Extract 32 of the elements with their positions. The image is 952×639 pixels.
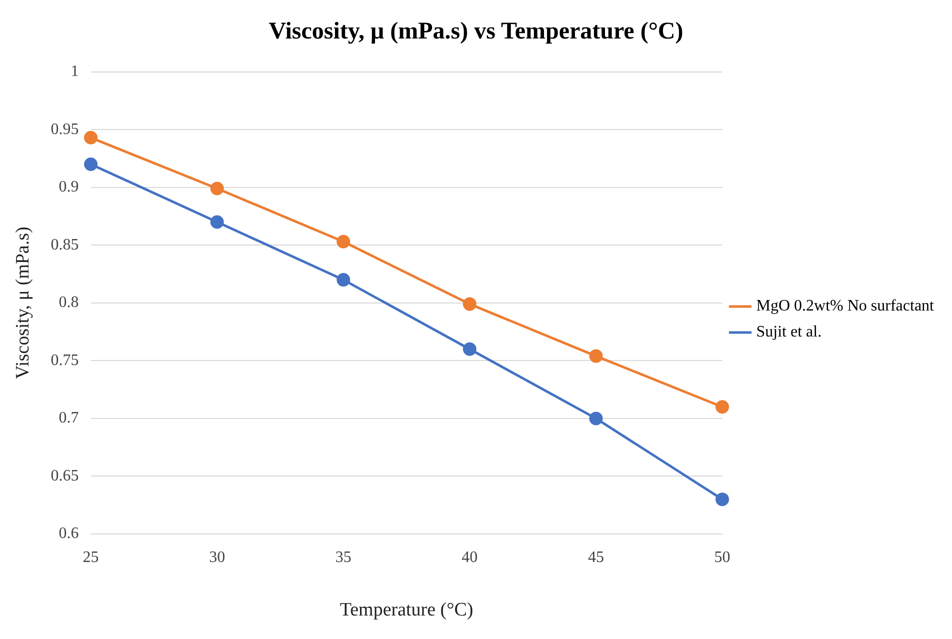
legend-label: Sujit et al.: [756, 324, 822, 341]
x-tick-label: 35: [335, 548, 352, 566]
x-tick-label: 25: [82, 548, 99, 566]
x-tick-label: 50: [714, 548, 730, 566]
x-tick-label: 30: [209, 548, 226, 566]
y-tick-label: 0.85: [50, 236, 79, 254]
point: [84, 157, 98, 171]
point: [336, 234, 350, 248]
legend-label: MgO 0.2wt% No surfactant: [756, 298, 935, 315]
chart-title: Viscosity, μ (mPa.s) vs Temperature (°C): [268, 18, 684, 45]
y-axis-title: Viscosity, μ (mPa.s): [12, 226, 34, 380]
y-tick-label: 0.7: [58, 410, 79, 427]
x-tick-label: 45: [588, 548, 604, 566]
point: [462, 297, 476, 311]
y-tick-label: 1: [70, 63, 79, 80]
point: [716, 400, 730, 414]
y-tick-label: 0.95: [50, 120, 79, 138]
y-tick-label: 0.9: [58, 178, 79, 196]
y-tick-label: 0.75: [50, 352, 79, 369]
point: [716, 492, 730, 506]
point: [589, 412, 603, 426]
x-tick-label: 40: [462, 548, 478, 566]
point: [462, 342, 476, 356]
y-tick-label: 0.65: [50, 467, 79, 484]
point: [336, 273, 350, 287]
y-tick-label: 0.6: [58, 525, 79, 542]
point: [84, 130, 98, 144]
y-tick-label: 0.8: [58, 294, 79, 312]
point: [210, 182, 224, 196]
point: [589, 349, 603, 363]
x-axis-title: Temperature (°C): [340, 600, 474, 621]
point: [210, 215, 224, 229]
